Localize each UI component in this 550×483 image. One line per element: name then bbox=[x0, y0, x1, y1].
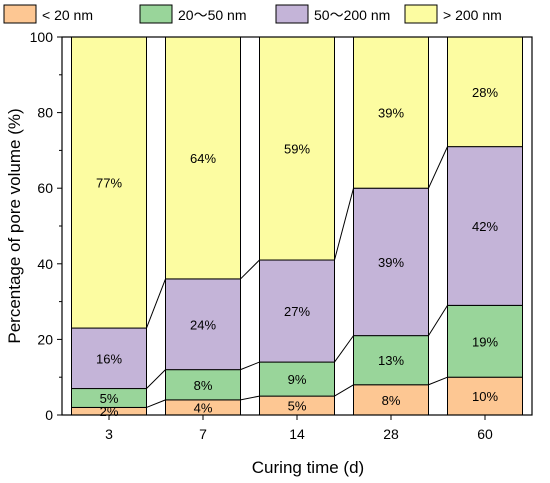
data-label-3-4: 77% bbox=[96, 176, 122, 191]
y-tick-label: 20 bbox=[37, 331, 53, 347]
connector-line bbox=[334, 188, 354, 261]
legend-label-1: < 20 nm bbox=[42, 7, 93, 23]
legend-label-2: 20～50 nm bbox=[178, 7, 246, 23]
bar-segment-60-4 bbox=[447, 36, 523, 148]
legend-label-3: 50～200 nm bbox=[314, 7, 390, 23]
data-label-60-1: 10% bbox=[472, 389, 498, 404]
data-label-60-3: 42% bbox=[472, 219, 498, 234]
y-axis-title: Percentage of pore volume (%) bbox=[5, 108, 24, 343]
legend-swatch-4 bbox=[404, 4, 438, 24]
x-tick-label-60: 60 bbox=[477, 426, 493, 442]
data-label-14-4: 59% bbox=[284, 142, 310, 157]
data-label-28-4: 39% bbox=[378, 106, 404, 121]
data-label-3-3: 16% bbox=[96, 351, 122, 366]
legend-swatch-1 bbox=[3, 4, 37, 24]
connector-line bbox=[146, 278, 166, 329]
bar-segment-28-2 bbox=[353, 335, 429, 386]
data-label-28-2: 13% bbox=[378, 353, 404, 368]
data-label-7-2: 8% bbox=[194, 378, 213, 393]
data-label-7-3: 24% bbox=[190, 317, 216, 332]
data-label-14-2: 9% bbox=[288, 372, 307, 387]
bar-segment-14-4 bbox=[259, 36, 335, 261]
connector-line bbox=[146, 369, 166, 389]
legend-swatch-3 bbox=[275, 4, 309, 24]
y-tick-label: 80 bbox=[37, 105, 53, 121]
data-label-14-1: 5% bbox=[288, 399, 307, 414]
x-tick-label-7: 7 bbox=[199, 426, 207, 442]
legend-swatch-2 bbox=[139, 4, 173, 24]
x-tick-label-3: 3 bbox=[105, 426, 113, 442]
connector-line bbox=[146, 399, 166, 408]
bar-segment-28-1 bbox=[353, 384, 429, 416]
bar-segment-28-3 bbox=[353, 187, 429, 337]
y-tick-label: 0 bbox=[45, 407, 53, 423]
plot-area: 2%5%16%77%4%8%24%64%5%9%27%59%8%13%39%39… bbox=[71, 36, 523, 419]
bar-segment-28-4 bbox=[353, 36, 429, 189]
y-tick-label: 100 bbox=[30, 29, 54, 45]
data-label-3-2: 5% bbox=[100, 391, 119, 406]
bar-segment-3-4 bbox=[71, 36, 147, 329]
connector-line bbox=[428, 376, 448, 386]
y-tick-label: 40 bbox=[37, 256, 53, 272]
connector-line bbox=[240, 395, 260, 401]
data-label-28-3: 39% bbox=[378, 255, 404, 270]
connector-line bbox=[240, 361, 260, 371]
connector-line bbox=[428, 146, 448, 189]
connector-line bbox=[334, 335, 354, 363]
axes: 0 20 40 60 80 100 3 7 14 28 60 bbox=[30, 29, 533, 442]
data-label-14-3: 27% bbox=[284, 304, 310, 319]
connector-line bbox=[334, 384, 354, 397]
legend-label-4: > 200 nm bbox=[443, 7, 502, 23]
data-label-60-4: 28% bbox=[472, 85, 498, 100]
data-label-7-1: 4% bbox=[194, 400, 213, 415]
bar-segment-14-3 bbox=[259, 259, 335, 363]
y-tick-label: 60 bbox=[37, 180, 53, 196]
connector-line bbox=[240, 259, 260, 280]
data-label-7-4: 64% bbox=[190, 151, 216, 166]
data-label-28-1: 8% bbox=[382, 393, 401, 408]
data-label-60-2: 19% bbox=[472, 334, 498, 349]
connector-line bbox=[428, 305, 448, 336]
x-axis-title: Curing time (d) bbox=[252, 458, 364, 477]
legend: < 20 nm 20～50 nm 50～200 nm > 200 nm bbox=[3, 4, 502, 24]
x-tick-label-14: 14 bbox=[289, 426, 305, 442]
x-tick-label-28: 28 bbox=[383, 426, 399, 442]
